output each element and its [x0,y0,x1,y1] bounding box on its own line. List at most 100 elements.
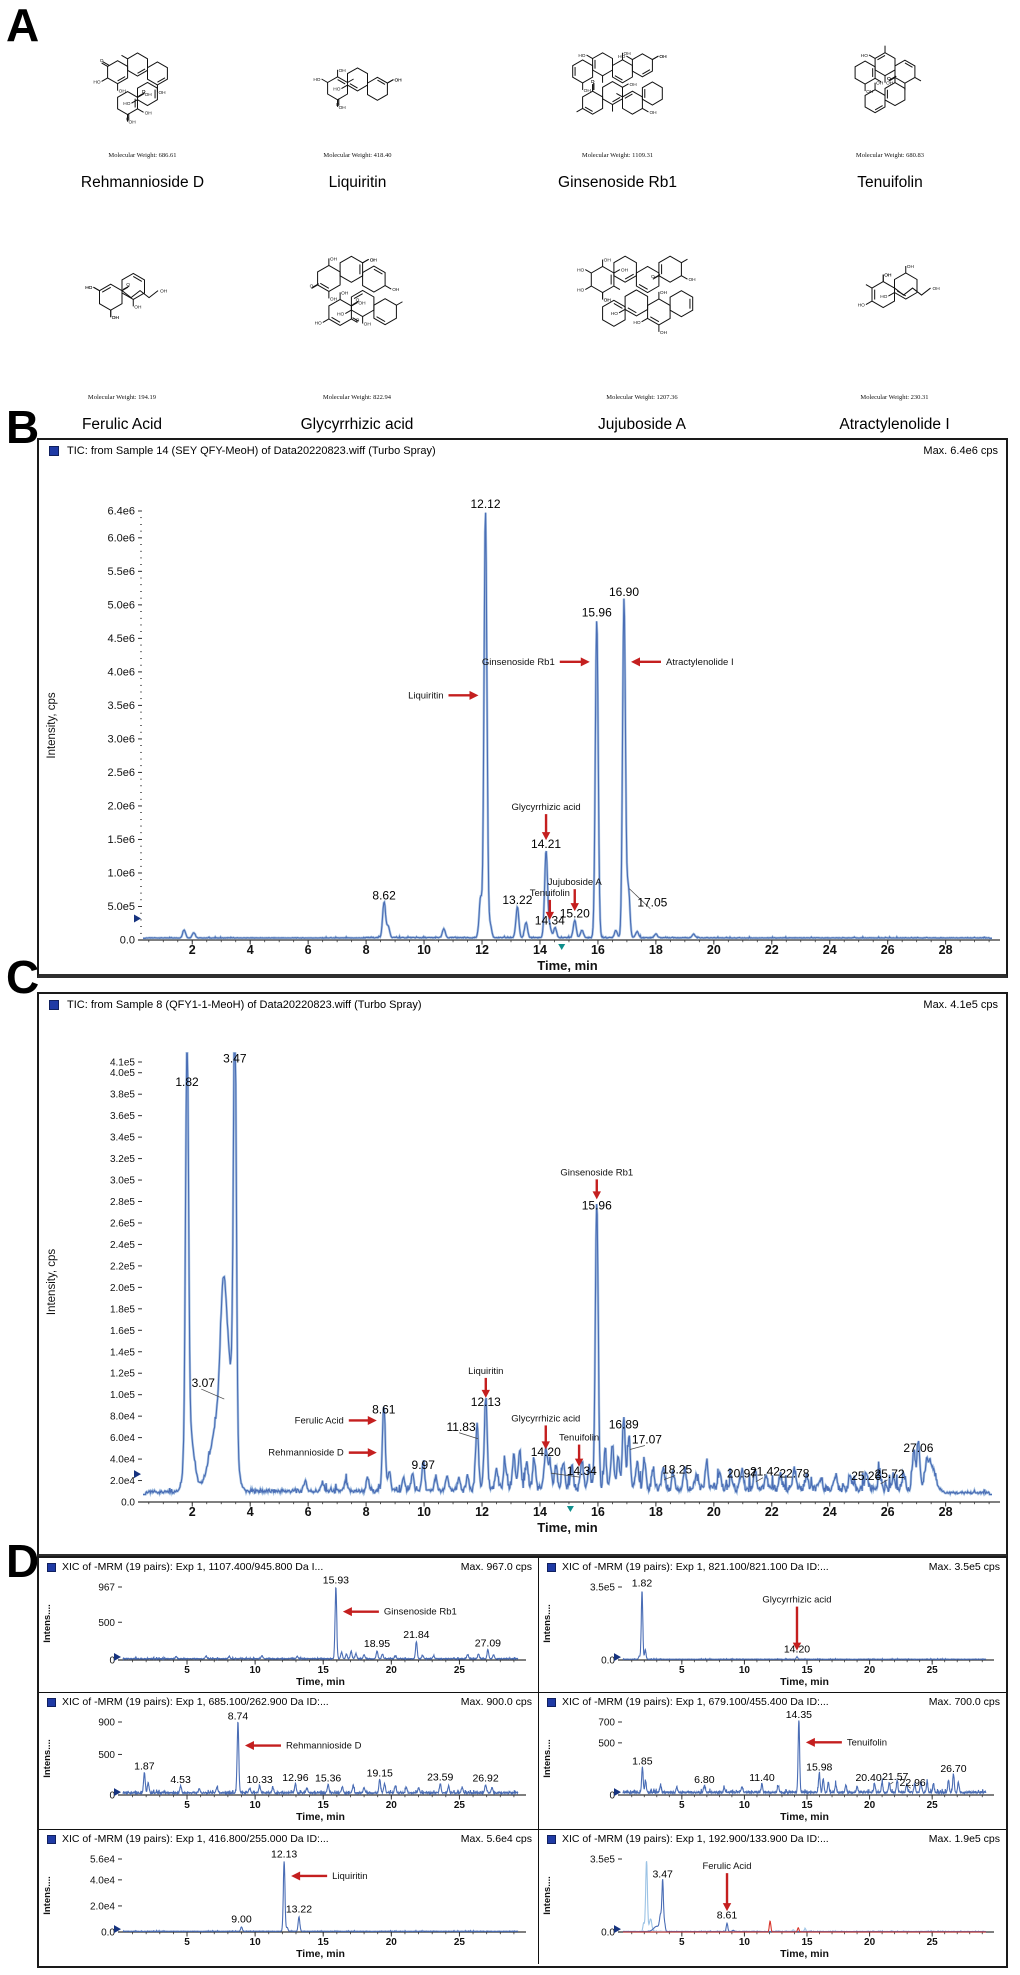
substituent-bond [613,269,621,274]
x-tick-label: 15 [318,1665,330,1676]
oxygen-label: O [887,76,891,82]
compound-name: Liquiritin [328,174,387,191]
substituent-bond [622,83,629,88]
peak-label: 15.96 [582,1198,612,1212]
y-tick-label: 500 [98,1750,115,1761]
substituent-bond [341,84,348,90]
label-leader [907,1785,911,1789]
substituent-bond [618,308,626,314]
left-pointer-icon [134,914,141,923]
hydroxyl-label: OH [145,110,153,116]
peak-label: 25.26 [851,1469,881,1483]
x-axis-title: Time, min [296,1948,345,1960]
compound-annotation: Glycyrrhizic acid [511,1413,580,1424]
hydroxyl-label: OH [604,298,612,304]
x-tick-label: 15 [801,1800,813,1811]
peak-label: 14.34 [567,1464,597,1478]
substituent-bond [586,54,593,59]
substituent-bond [387,79,394,84]
panel-d-label: D [6,1535,40,1587]
double-bond [904,62,913,68]
xic-subpanel: XIC of -MRM (19 pairs): Exp 1, 821.100/8… [539,1558,1006,1693]
hydroxyl-label: OH [341,290,349,296]
hydroxyl-label: OH [886,81,894,87]
x-tick-label: 2 [189,943,196,957]
peak-label: 25.72 [875,1467,905,1481]
chromatogram-header: XIC of -MRM (19 pairs): Exp 1, 685.100/2… [39,1693,538,1709]
peak-label: 27.09 [475,1637,501,1649]
hydroxyl-label: HO [333,87,340,93]
y-tick-label: 8.0e4 [110,1412,135,1423]
substituent-bond [576,108,583,113]
double-bond [613,303,623,309]
peak-label: 20.97 [727,1467,757,1481]
y-tick-label: 1.0e5 [110,1390,135,1401]
y-tick-label: 6.0e4 [110,1433,135,1444]
chromatogram-title: TIC: from Sample 8 (QFY1-1-MeoH) of Data… [67,999,422,1011]
x-tick-label: 25 [927,1937,939,1948]
compound-name: Ginsenoside Rb1 [558,174,677,191]
red-arrowhead-icon [580,657,590,667]
hydroxyl-label: HO [315,320,322,326]
ring-bond [339,255,364,283]
ring-bond [107,60,129,85]
substituent-bond [888,292,895,297]
compound-annotation: Rehmannioside D [268,1448,344,1459]
chromatogram-trace [622,1861,986,1933]
peak-label: 8.74 [228,1710,249,1722]
hydroxyl-label: OH [659,54,667,60]
substituent-bond [396,301,403,306]
red-arrowhead-icon [631,657,641,667]
x-tick-label: 12 [475,943,489,957]
chromatogram-trace [122,1721,519,1796]
chromatogram-title: XIC of -MRM (19 pairs): Exp 1, 679.100/4… [562,1696,829,1708]
double-bond [612,97,621,103]
y-tick-label: 700 [598,1718,615,1729]
left-pointer-icon [614,1653,621,1662]
legend-square-icon [49,1000,59,1010]
ring-bond [658,255,682,283]
legend-square-icon [547,1697,556,1707]
y-tick-label: 4.0e5 [110,1068,135,1079]
x-tick-label: 28 [939,1505,953,1519]
max-intensity-label: Max. 4.1e5 cps [923,999,998,1011]
substituent-bond [874,77,882,83]
x-tick-label: 25 [927,1665,939,1676]
hydroxyl-label: OH [394,78,402,84]
molecular-weight-label: Molecular Weight: 194.19 [87,394,157,401]
ring-bond [641,81,663,106]
hydroxyl-label: OH [884,273,892,279]
xic-subpanel: XIC of -MRM (19 pairs): Exp 1, 679.100/4… [539,1693,1006,1830]
hydroxyl-label: OH [160,289,168,295]
peak-label: 12.13 [271,1848,297,1860]
substituent-bond [585,285,592,290]
y-tick-label: 1.5e6 [107,834,135,846]
peak-label: 3.47 [223,1051,247,1065]
compound-card: OH OH OH OH OH HO HO HO HO OH O OH Molecular Weight:… [492,200,792,434]
ring-bond [373,298,397,326]
double-bond [337,79,346,85]
peak-label: 1.82 [175,1075,199,1089]
molecular-weight-label: Molecular Weight: 680.83 [855,152,925,159]
ring-bond [669,290,694,318]
y-tick-label: 1.8e5 [110,1304,135,1315]
ring-bond [147,61,168,86]
x-tick-label: 25 [927,1800,939,1811]
oxygen-label: O [142,89,146,95]
left-pointer-icon [114,1788,121,1797]
carbonyl-bond [312,283,320,288]
red-arrowhead-icon [792,1642,802,1651]
double-bond [376,316,386,323]
max-intensity-label: Max. 3.5e5 cps [928,1561,1000,1573]
chemical-structure: OOOHOHHOHOOOHOHOOH [93,52,168,126]
max-intensity-label: Max. 900.0 cps [460,1696,532,1708]
peak-label: 1.87 [134,1760,155,1772]
peak-label: 19.15 [367,1768,393,1780]
y-axis-title: Intens.... [542,1876,553,1915]
red-arrowhead-icon [481,1389,490,1398]
double-bond [624,93,633,99]
y-tick-label: 2.0e4 [110,1476,135,1487]
xic-subpanel: XIC of -MRM (19 pairs): Exp 1, 416.800/2… [39,1830,539,1964]
